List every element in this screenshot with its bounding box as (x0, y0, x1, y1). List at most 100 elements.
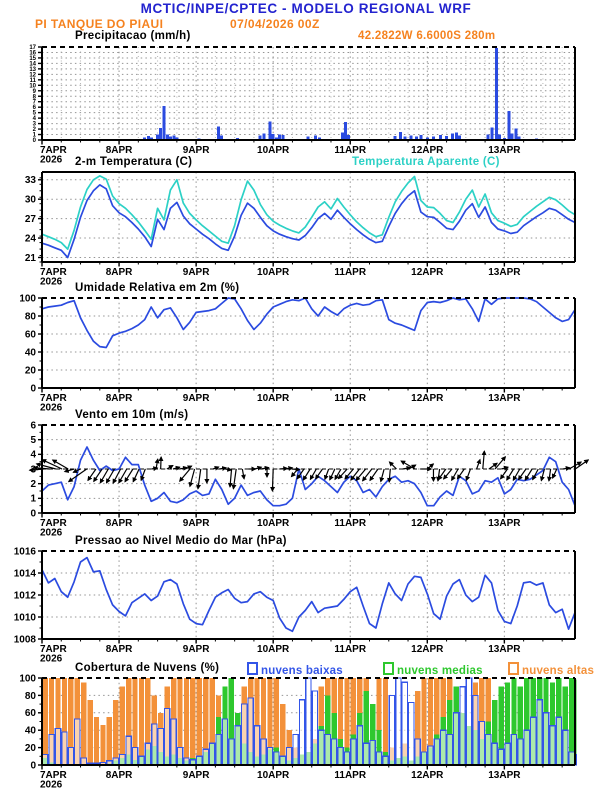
page-title: MCTIC/INPE/CPTEC - MODELO REGIONAL WRF (140, 1, 472, 16)
svg-text:27: 27 (25, 214, 37, 225)
panel-title-temperature: 2-m Temperatura (C) (75, 156, 193, 168)
svg-text:40: 40 (25, 726, 37, 737)
svg-text:13APR: 13APR (488, 145, 521, 156)
svg-text:7APR: 7APR (40, 644, 67, 655)
svg-text:12APR: 12APR (411, 644, 444, 655)
svg-text:0: 0 (33, 138, 37, 144)
svg-text:60: 60 (25, 708, 37, 719)
svg-text:12: 12 (29, 72, 36, 78)
svg-text:9: 9 (33, 89, 37, 95)
svg-text:17: 17 (29, 45, 36, 51)
panel-title-pressure: Pressao ao Nivel Medio do Mar (hPa) (75, 535, 287, 547)
svg-text:10APR: 10APR (257, 145, 290, 156)
svg-text:0: 0 (30, 760, 36, 771)
frame-relative-humidity-2m (41, 297, 576, 389)
y-axis-wind-10m: 0 1 2 3 4 5 6 (30, 420, 42, 519)
svg-text:15: 15 (29, 56, 36, 62)
svg-text:8: 8 (33, 94, 37, 100)
svg-text:14: 14 (29, 61, 36, 67)
legend-item-nuvens-medias: nuvens medias (383, 662, 483, 677)
svg-text:10APR: 10APR (257, 518, 290, 529)
svg-text:11APR: 11APR (334, 644, 366, 655)
svg-text:12APR: 12APR (411, 145, 444, 156)
y-axis-cloud-cover: 0 20 40 60 80 100 (19, 673, 42, 771)
nuvens-medias-swatch-icon (383, 662, 394, 675)
svg-text:8APR: 8APR (106, 770, 133, 781)
y-axis-temperature-2m: 21 24 27 30 33 (25, 175, 42, 264)
svg-text:13: 13 (29, 67, 36, 73)
svg-text:60: 60 (25, 329, 37, 340)
svg-text:2: 2 (30, 479, 36, 490)
svg-text:7APR: 7APR (40, 267, 67, 278)
svg-text:8APR: 8APR (106, 518, 133, 529)
svg-text:2: 2 (33, 127, 37, 133)
svg-text:11APR: 11APR (334, 145, 366, 156)
svg-text:80: 80 (25, 311, 37, 322)
svg-text:11APR: 11APR (334, 267, 366, 278)
svg-text:80: 80 (25, 691, 37, 702)
year-label: 2026 (40, 403, 63, 414)
panel-title-wind: Vento em 10m (m/s) (75, 409, 189, 421)
mslp-line-0 (41, 556, 576, 633)
svg-text:9APR: 9APR (183, 145, 210, 156)
svg-text:7: 7 (33, 100, 37, 106)
y-axis-relative-humidity-2m: 0 20 40 60 80 100 (19, 293, 42, 394)
svg-text:13APR: 13APR (488, 770, 521, 781)
panel-title-precipitation: Precipitacao (mm/h) (75, 30, 191, 42)
year-label: 2026 (40, 155, 63, 166)
svg-text:9APR: 9APR (183, 267, 210, 278)
frame-precipitation (41, 46, 576, 141)
svg-text:3: 3 (33, 122, 37, 128)
dense-grid-precipitation (60, 47, 563, 140)
y-axis-mslp: 1008 1010 1012 1014 1016 (14, 546, 42, 645)
grid-cloud-cover (42, 678, 575, 765)
svg-text:11APR: 11APR (334, 518, 366, 529)
legend-item-nuvens-altas: nuvens altas (508, 662, 594, 677)
svg-text:10APR: 10APR (257, 267, 290, 278)
svg-text:9APR: 9APR (183, 518, 210, 529)
svg-text:9APR: 9APR (183, 770, 210, 781)
svg-text:4: 4 (30, 450, 36, 461)
grid-relative-humidity-2m (42, 298, 575, 388)
svg-text:100: 100 (19, 293, 36, 304)
station-coordinates: 42.2822W 6.6000S 280m (358, 30, 496, 42)
svg-text:20: 20 (25, 365, 37, 376)
frame-temperature-2m (41, 171, 576, 263)
svg-text:10APR: 10APR (257, 770, 290, 781)
svg-text:6: 6 (30, 420, 36, 431)
svg-text:7APR: 7APR (40, 770, 67, 781)
nuvens-baixas-swatch-icon (247, 662, 258, 675)
svg-text:9APR: 9APR (183, 644, 210, 655)
svg-text:7APR: 7APR (40, 518, 67, 529)
svg-text:30: 30 (25, 195, 37, 206)
svg-text:3: 3 (30, 464, 36, 475)
svg-text:5: 5 (33, 111, 37, 117)
svg-text:1010: 1010 (14, 612, 37, 623)
svg-text:20: 20 (25, 743, 37, 754)
legend-label-nuvens-baixas: nuvens baixas (261, 665, 343, 677)
svg-text:1: 1 (33, 133, 37, 139)
svg-text:4: 4 (33, 116, 37, 122)
svg-text:5: 5 (30, 435, 36, 446)
svg-text:9APR: 9APR (183, 393, 210, 404)
svg-text:12APR: 12APR (411, 267, 444, 278)
svg-text:16: 16 (29, 51, 36, 57)
svg-text:0: 0 (30, 383, 36, 394)
year-label: 2026 (40, 277, 63, 288)
svg-text:13APR: 13APR (488, 267, 521, 278)
wind-10m-line-0 (41, 446, 576, 507)
cloud-bars-nuvens-baixas (41, 677, 578, 766)
svg-text:1008: 1008 (14, 634, 37, 645)
svg-text:11APR: 11APR (334, 770, 366, 781)
